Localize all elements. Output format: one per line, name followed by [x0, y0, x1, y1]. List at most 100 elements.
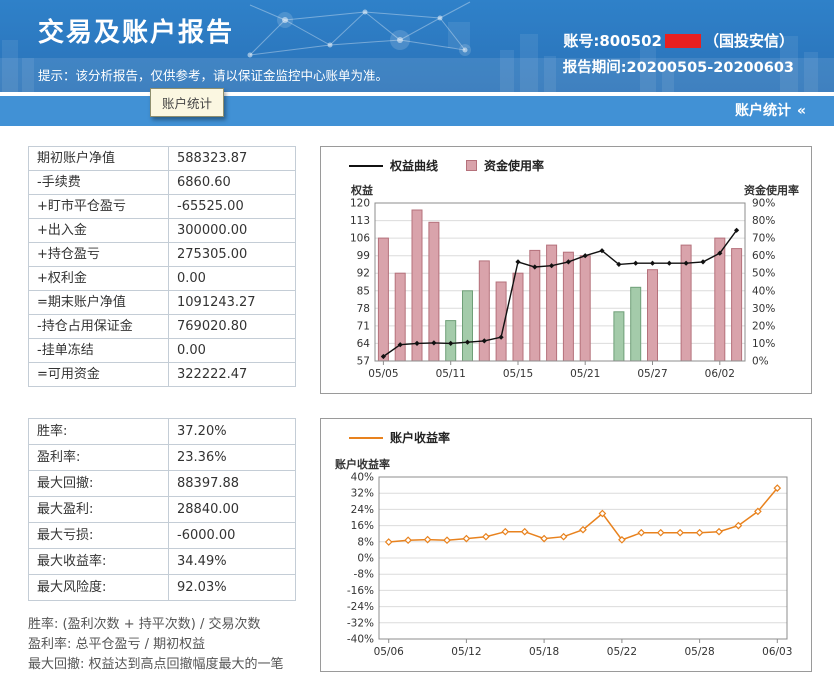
row-value: 0.00: [177, 343, 206, 358]
svg-text:70%: 70%: [752, 233, 775, 245]
stats-table: 胜率: 37.20% 盈利率: 23.36% 最大回撤: 88397.88 最大盈利: 288…: [28, 418, 296, 601]
svg-text:78: 78: [357, 303, 370, 315]
top-row: 期初账户净值 588323.87 -手续费 6860.60 +盯市平仓盈亏 -65525.…: [28, 146, 812, 394]
row-label: -手续费: [29, 171, 169, 194]
return-chart-panel: 账户收益率 -40% -32% -24% -16% -8% 0% 8% 16% 24% 32% 40…: [320, 418, 812, 672]
svg-text:8%: 8%: [357, 536, 374, 548]
table-row: -手续费 6860.60: [29, 171, 295, 195]
table-row: -挂单冻结 0.00: [29, 339, 295, 363]
account-stats-toggle[interactable]: 账户统计 «: [735, 96, 806, 126]
svg-text:16%: 16%: [351, 520, 374, 532]
svg-text:-16%: -16%: [347, 585, 374, 597]
row-label: 最大回撤:: [29, 471, 169, 496]
table-row: 最大盈利: 28840.00: [29, 497, 295, 523]
svg-text:57: 57: [357, 356, 370, 368]
row-label: 盈利率:: [29, 445, 169, 470]
legend-line-swatch: [349, 164, 383, 167]
note-line: 盈利率: 总平仓盈亏 / 期初权益: [28, 637, 206, 652]
table-row: 最大回撤: 88397.88: [29, 471, 295, 497]
network-decoration-icon: [2, 1, 818, 92]
row-value: 588323.87: [177, 151, 248, 166]
account-redaction-box: [664, 34, 701, 48]
svg-text:05/21: 05/21: [570, 368, 600, 380]
row-value: 92.03%: [177, 580, 227, 595]
legend-label: 权益曲线: [390, 159, 439, 173]
table-row: 胜率: 37.20%: [29, 419, 295, 445]
row-value: 23.36%: [177, 450, 227, 465]
account-info-block: 账号:800502 （国投安信） 报告期间:20200505-20200603: [563, 30, 794, 77]
row-label: 胜率:: [29, 419, 169, 444]
table-row: 盈利率: 23.36%: [29, 445, 295, 471]
broker-name: （国投安信）: [703, 32, 794, 50]
table-row: 最大收益率: 34.49%: [29, 549, 295, 575]
svg-text:05/15: 05/15: [503, 368, 533, 380]
row-value: -65525.00: [177, 199, 244, 214]
svg-text:113: 113: [350, 215, 370, 227]
report-period: 报告期间:20200505-20200603: [562, 60, 794, 76]
svg-text:24%: 24%: [351, 504, 374, 516]
header-banner: 交易及账户报告 提示：该分析报告，仅供参考，请以保证金监控中心账单为准。 账号:…: [0, 0, 834, 92]
row-value: 6860.60: [177, 175, 231, 190]
row-label: -持仓占用保证金: [29, 315, 169, 338]
svg-text:权益: 权益: [350, 183, 373, 197]
svg-text:40%: 40%: [752, 285, 775, 297]
svg-text:106: 106: [350, 233, 370, 245]
account-stats-tooltip: 账户统计: [150, 88, 225, 117]
row-value: -6000.00: [177, 528, 236, 543]
metric-notes: 胜率: (盈利次数 + 持平次数) / 交易次数 盈利率: 总平仓盈亏 / 期初权…: [28, 615, 296, 675]
return-chart: -40% -32% -24% -16% -8% 0% 8% 16% 24% 32% 40% 05/06…: [335, 457, 792, 658]
equity-usage-chart: 57 64 71 78 85 92 99 106 113 120 0% 10% 20% 30% 40% 50%…: [350, 183, 799, 380]
account-summary-table: 期初账户净值 588323.87 -手续费 6860.60 +盯市平仓盈亏 -65525.…: [28, 146, 296, 387]
svg-text:85: 85: [357, 285, 370, 297]
svg-text:05/28: 05/28: [684, 646, 714, 658]
svg-text:05/22: 05/22: [607, 646, 637, 658]
row-label: =可用资金: [29, 363, 169, 386]
row-value: 28840.00: [177, 502, 240, 517]
row-label: +出入金: [29, 219, 169, 242]
note-line: 胜率: (盈利次数 + 持平次数) / 交易次数: [28, 617, 261, 632]
account-stats-toggle-label: 账户统计: [734, 103, 791, 119]
equity-usage-chart-panel: 权益曲线 资金使用率 57 64 71 78 85 92 99 106 113 120 0% 10% 20…: [320, 146, 812, 394]
row-value: 1091243.27: [177, 295, 256, 310]
usage-bars: [377, 209, 743, 362]
legend-item: 权益曲线: [349, 157, 438, 174]
table-row: 最大亏损: -6000.00: [29, 523, 295, 549]
svg-text:05/11: 05/11: [436, 368, 466, 380]
account-number: 账号:800502: [563, 32, 662, 50]
equity-chart-column: 权益曲线 资金使用率 57 64 71 78 85 92 99 106 113 120 0% 10% 20…: [320, 146, 812, 394]
legend-line-swatch: [349, 436, 383, 439]
account-summary-column: 期初账户净值 588323.87 -手续费 6860.60 +盯市平仓盈亏 -65525.…: [28, 146, 296, 387]
row-label: 最大收益率:: [29, 549, 169, 574]
row-label: 最大亏损:: [29, 523, 169, 548]
return-line: [384, 484, 782, 546]
legend-label: 账户收益率: [390, 431, 451, 445]
svg-text:90%: 90%: [752, 198, 775, 210]
legend-bar-swatch: [466, 160, 478, 171]
svg-text:92: 92: [357, 268, 370, 280]
svg-text:30%: 30%: [752, 303, 775, 315]
row-label: 最大盈利:: [29, 497, 169, 522]
disclaimer-text: 提示：该分析报告，仅供参考，请以保证金监控中心账单为准。: [38, 68, 389, 83]
svg-text:71: 71: [357, 320, 370, 332]
svg-text:64: 64: [357, 338, 371, 350]
row-label: =期末账户净值: [29, 291, 169, 314]
row-value: 322222.47: [177, 367, 248, 382]
row-value: 37.20%: [177, 424, 227, 439]
svg-text:-32%: -32%: [347, 617, 374, 629]
svg-text:-8%: -8%: [354, 569, 374, 581]
svg-text:05/12: 05/12: [451, 646, 481, 658]
table-row: 期初账户净值 588323.87: [29, 147, 295, 171]
svg-text:05/06: 05/06: [374, 646, 405, 658]
table-row: +出入金 300000.00: [29, 219, 295, 243]
row-value: 0.00: [177, 271, 206, 286]
note-line: 最大回撤: 权益达到高点回撤幅度最大的一笔: [28, 657, 284, 672]
svg-text:32%: 32%: [351, 488, 374, 500]
row-label: 期初账户净值: [29, 147, 169, 170]
page-title: 交易及账户报告: [38, 18, 235, 48]
row-label: +权利金: [29, 267, 169, 290]
svg-text:05/27: 05/27: [637, 368, 667, 380]
svg-text:05/18: 05/18: [529, 646, 559, 658]
svg-text:账户收益率: 账户收益率: [335, 457, 390, 471]
table-row: +盯市平仓盈亏 -65525.00: [29, 195, 295, 219]
